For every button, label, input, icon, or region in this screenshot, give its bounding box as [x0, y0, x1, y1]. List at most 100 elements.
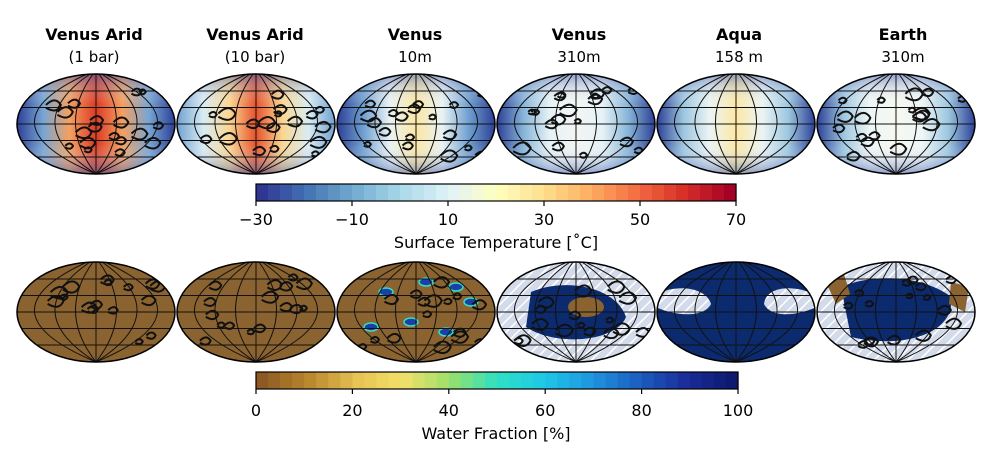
colorbar-swatch [628, 184, 641, 201]
temperature-colorbar-tick-label: 30 [534, 210, 554, 229]
colorbar-swatch [556, 184, 569, 201]
colorbar-swatch [629, 372, 643, 389]
colorbar-swatch [689, 372, 703, 389]
water-colorbar-tick-label: 40 [439, 401, 459, 420]
water-colorbar-tick-label: 60 [535, 401, 555, 420]
colorbar-swatch [593, 372, 607, 389]
colorbar-swatch [424, 372, 438, 389]
colorbar-swatch [268, 184, 281, 201]
colorbar-swatch [592, 184, 605, 201]
colorbar-swatch [472, 372, 486, 389]
colorbar-swatch [400, 184, 413, 201]
colorbar-swatch [292, 372, 305, 389]
colorbar-swatch [352, 184, 365, 201]
temperature-colorbar-frame [255, 183, 737, 202]
colorbar-swatch [665, 372, 679, 389]
column-title-earth: Earth 310m [878, 25, 928, 66]
temperature-map-venus-arid-1bar [16, 73, 176, 175]
colorbar-swatch [340, 372, 353, 389]
colorbar-swatch [436, 372, 450, 389]
temperature-colorbar-tick-label: 10 [438, 210, 458, 229]
temperature-map-aqua [656, 73, 816, 175]
colorbar-swatch [508, 184, 521, 201]
colorbar-swatch [424, 184, 437, 201]
column-title-venus-arid-10bar: Venus Arid (10 bar) [206, 25, 304, 66]
temperature-colorbar-tick-label: 50 [630, 210, 650, 229]
column-title-venus-arid-1bar: Venus Arid (1 bar) [45, 25, 143, 66]
colorbar-swatch [364, 184, 377, 201]
colorbar-swatch [616, 184, 629, 201]
colorbar-swatch [484, 184, 497, 201]
water-map-venus-arid-1bar [16, 261, 176, 363]
column-title-venus-10m: Venus 10m [387, 25, 443, 66]
colorbar-swatch [544, 184, 557, 201]
colorbar-swatch [701, 372, 715, 389]
colorbar-swatch [460, 372, 474, 389]
colorbar-swatch [532, 184, 545, 201]
temperature-map-venus-10m [336, 73, 496, 175]
water-map-venus-310m [496, 261, 656, 363]
water-colorbar-tick-label: 20 [342, 401, 362, 420]
colorbar-swatch [304, 372, 317, 389]
temperature-colorbar-tick-label: −10 [335, 210, 369, 229]
colorbar-swatch [280, 372, 293, 389]
colorbar-swatch [304, 184, 317, 201]
colorbar-swatch [617, 372, 631, 389]
colorbar-swatch [688, 184, 701, 201]
colorbar-swatch [376, 184, 389, 201]
colorbar-swatch [652, 184, 665, 201]
water-colorbar-frame [255, 371, 739, 390]
colorbar-swatch [521, 372, 534, 389]
colorbar-swatch [640, 184, 653, 201]
water-colorbar-tick-label: 100 [723, 401, 754, 420]
colorbars: Surface Temperature [˚C] Water Fraction … [239, 183, 754, 443]
colorbar-swatch [280, 184, 293, 201]
colorbar-swatch [653, 372, 667, 389]
colorbar-swatch [533, 372, 546, 389]
temperature-map-venus-310m [496, 73, 656, 175]
water-colorbar: 0 20 40 60 80 100 [251, 371, 754, 420]
colorbar-swatch [388, 372, 402, 389]
colorbar-swatch [256, 184, 269, 201]
colorbar-swatch [712, 184, 725, 201]
water-colorbar-tick-label: 80 [631, 401, 651, 420]
colorbar-swatch [496, 184, 509, 201]
colorbar-swatch [412, 184, 425, 201]
temperature-colorbar: −30 −10 10 30 50 70 [239, 183, 746, 229]
colorbar-swatch [316, 372, 329, 389]
colorbar-swatch [448, 372, 462, 389]
colorbar-swatch [569, 372, 582, 389]
colorbar-swatch [292, 184, 305, 201]
water-map-venus-arid-10bar [176, 261, 336, 363]
colorbar-swatch [340, 184, 353, 201]
colorbar-swatch [664, 184, 677, 201]
colorbar-swatch [352, 372, 366, 389]
colorbar-swatch [557, 372, 570, 389]
colorbar-swatch [436, 184, 449, 201]
water-colorbar-tick-label: 0 [251, 401, 261, 420]
colorbar-swatch [676, 184, 689, 201]
colorbar-swatch [677, 372, 691, 389]
colorbar-swatch [412, 372, 426, 389]
colorbar-swatch [545, 372, 558, 389]
colorbar-swatch [520, 184, 533, 201]
map-panels [16, 73, 976, 363]
colorbar-swatch [568, 184, 581, 201]
colorbar-swatch [472, 184, 485, 201]
colorbar-swatch [725, 372, 739, 389]
temperature-map-venus-arid-10bar [176, 73, 336, 175]
colorbar-swatch [484, 372, 498, 389]
colorbar-swatch [581, 372, 594, 389]
colorbar-swatch [724, 184, 737, 201]
temperature-map-earth [816, 73, 976, 175]
colorbar-swatch [460, 184, 473, 201]
water-map-earth [816, 261, 976, 363]
colorbar-swatch [256, 372, 269, 389]
colorbar-swatch [448, 184, 461, 201]
water-map-venus-10m [336, 261, 496, 363]
colorbar-swatch [376, 372, 390, 389]
colorbar-swatch [328, 184, 341, 201]
temperature-colorbar-label: Surface Temperature [˚C] [394, 233, 598, 252]
colorbar-swatch [580, 184, 593, 201]
